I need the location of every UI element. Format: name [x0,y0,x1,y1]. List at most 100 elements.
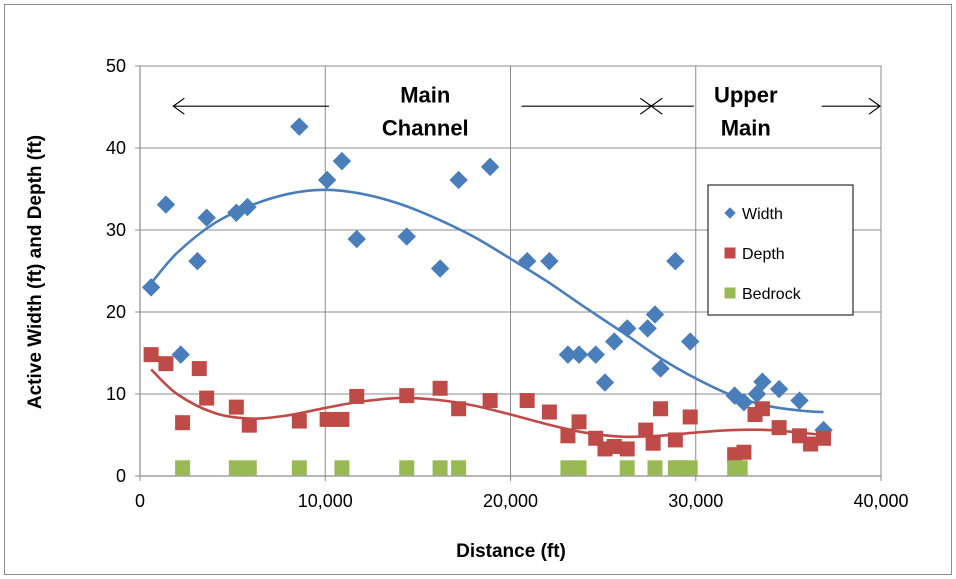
bedrock-point-16 [732,460,748,476]
width-point-33 [790,391,809,410]
depth-point-12 [432,380,448,396]
width-point-3 [188,251,207,271]
width-point-12 [430,259,450,278]
x-axis-title: Distance (ft) [456,541,566,562]
width-point-8 [317,170,337,190]
axes: 0 10,000 20,000 30,000 40,000 0 10 20 30 40 50 [106,56,909,511]
depth-point-21 [606,438,622,454]
annotation-1-line-0: Upper [714,83,778,108]
depth-point-4 [199,390,215,406]
width-point-31 [753,372,772,391]
depth-point-0 [143,347,159,363]
width-point-27 [680,332,700,351]
depth-point-33 [791,428,807,444]
depth-point-24 [645,435,661,451]
depth-point-15 [519,393,535,409]
depth-point-13 [451,401,467,417]
depth-point-23 [638,422,654,438]
y-tick-label-3: 30 [106,220,126,240]
bedrock-point-9 [571,460,587,476]
x-tick-label-3: 30,000 [668,491,723,511]
bedrock-point-7 [451,460,467,476]
width-point-13 [449,170,468,190]
width-point-18 [569,345,589,364]
data-markers [141,117,833,476]
annotations: Main Channel Upper Main [172,83,882,141]
legend-label-width: Width [742,206,783,223]
width-point-14 [480,157,500,177]
upper-main-arrow-left-head [650,97,663,115]
width-point-0 [141,278,161,297]
depth-point-26 [667,432,683,448]
width-point-7 [290,117,309,136]
bedrock-point-11 [647,460,663,476]
width-point-16 [540,251,559,271]
width-point-24 [645,305,665,324]
y-tick-label-4: 40 [106,138,126,158]
width-point-10 [347,229,366,249]
width-point-15 [517,251,537,271]
width-point-4 [197,208,216,227]
y-axis-title: Active Width (ft) and Depth (ft) [25,135,46,409]
width-point-23 [638,319,657,338]
bedrock-point-5 [399,460,415,476]
y-tick-label-1: 10 [106,384,126,404]
depth-point-31 [754,401,770,417]
bedrock-point-2 [241,460,257,476]
width-point-19 [586,345,605,364]
depth-point-9 [334,411,350,427]
legend-label-depth: Depth [742,246,785,263]
depth-point-11 [399,388,415,404]
x-tick-label-0: 0 [135,491,145,511]
depth-point-22 [619,441,635,457]
depth-point-35 [816,430,832,446]
bedrock-point-3 [291,460,307,476]
annotation-1-line-1: Main [721,116,771,141]
width-point-26 [666,251,685,271]
x-tick-label-4: 40,000 [853,491,908,511]
width-point-20 [595,373,615,392]
width-point-32 [769,379,789,399]
legend: Width Depth Bedrock [707,184,854,316]
bedrock-point-14 [682,460,698,476]
x-tick-label-1: 10,000 [298,491,353,511]
depth-point-6 [241,417,257,433]
depth-point-29 [736,444,752,460]
bedrock-point-4 [334,460,350,476]
width-point-25 [651,359,670,378]
y-tick-label-5: 50 [106,56,126,76]
width-point-9 [332,151,352,171]
main-channel-arrow-left-head [172,97,185,115]
bedrock-point-0 [175,460,191,476]
depth-point-18 [571,414,587,430]
width-point-11 [397,227,416,246]
depth-point-5 [228,399,244,415]
depth-point-8 [319,411,335,427]
bedrock-point-6 [432,460,448,476]
depth-point-17 [560,428,576,444]
depth-point-3 [191,361,207,377]
depth-point-34 [803,436,819,452]
legend-label-bedrock: Bedrock [742,286,802,303]
depth-point-32 [771,420,787,436]
depth-point-1 [158,356,174,372]
depth-point-10 [349,388,365,404]
depth-point-14 [482,393,498,409]
y-tick-label-0: 0 [116,466,126,486]
bedrock-point-1 [228,460,244,476]
depth-point-25 [653,401,669,417]
upper-main-arrow-right-head [868,97,882,115]
y-tick-label-2: 20 [106,302,126,322]
legend-marker-depth [724,247,736,259]
width-point-21 [605,332,624,351]
legend-marker-bedrock [724,287,736,299]
width-point-29 [734,392,754,412]
bedrock-point-10 [619,460,635,476]
depth-point-7 [291,413,307,429]
depth-point-27 [682,409,698,425]
annotation-0-line-0: Main [400,83,450,108]
width-point-1 [156,195,176,214]
width-point-6 [238,197,257,217]
